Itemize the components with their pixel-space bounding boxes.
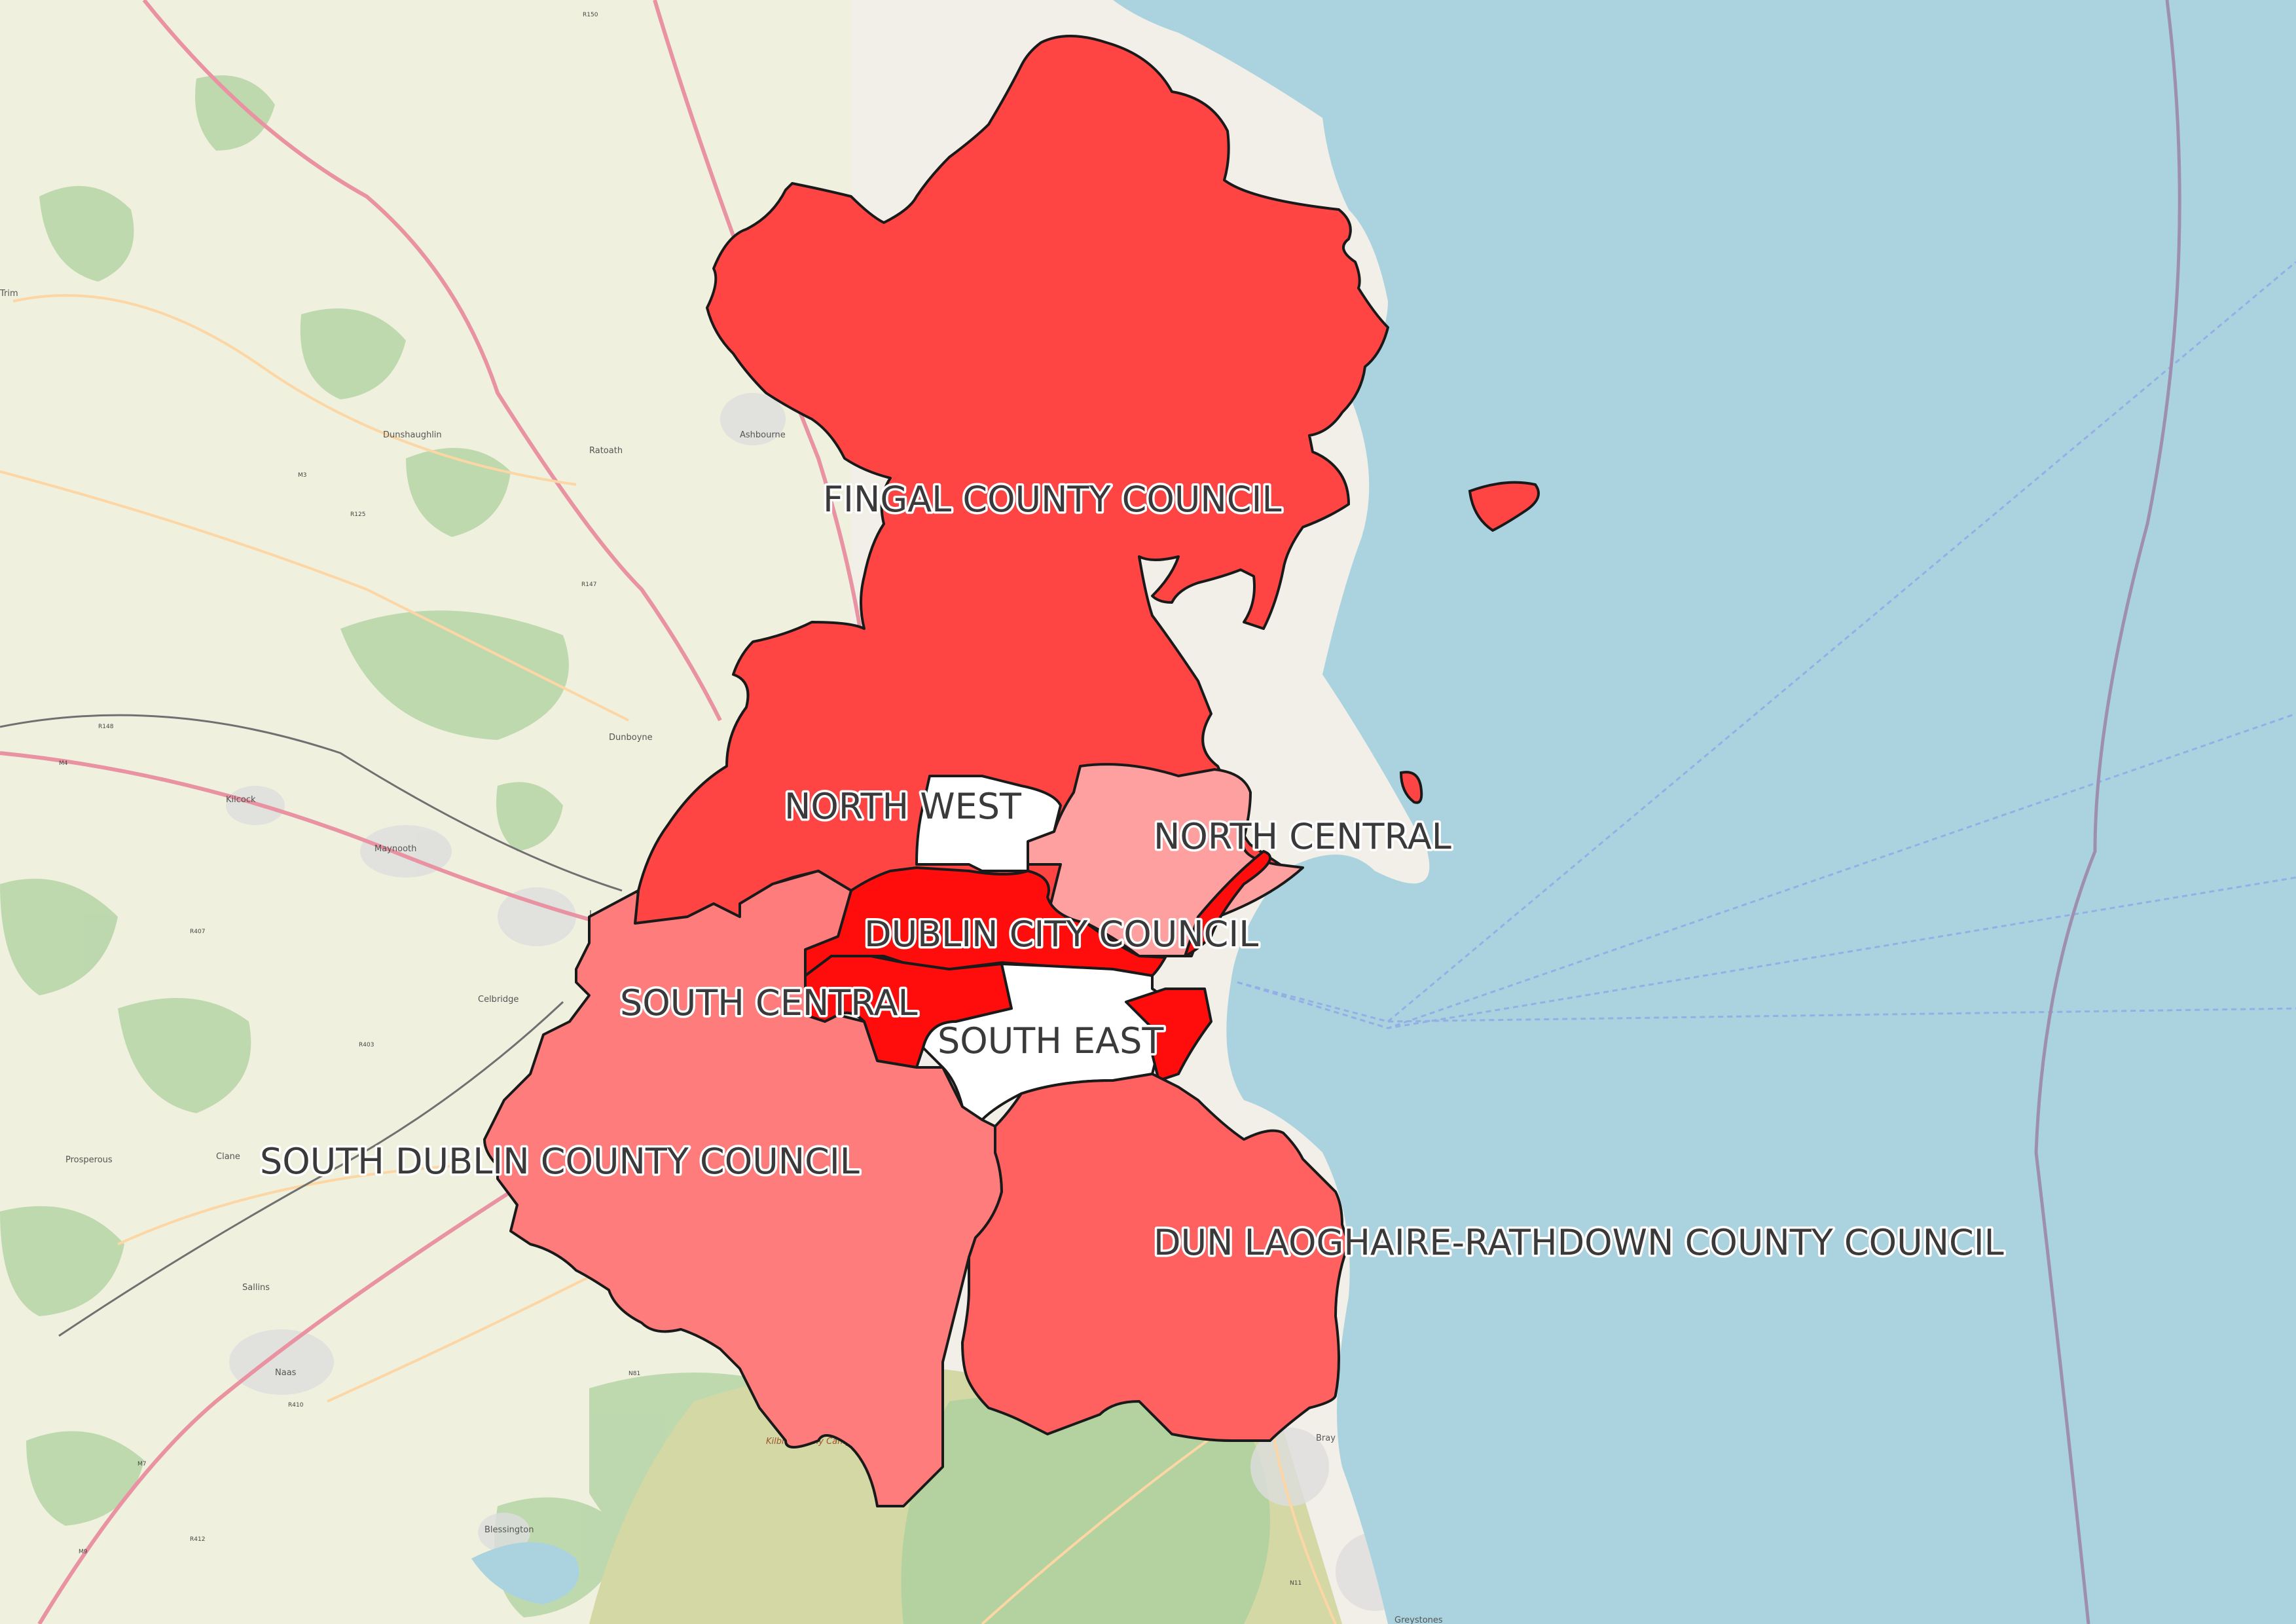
region-dublin-city[interactable] (804, 866, 1167, 977)
regions-layer (483, 35, 1389, 1507)
label-fingal: FINGAL COUNTY COUNCIL (823, 479, 1282, 520)
road-ref-n11: N11 (1290, 1580, 1302, 1587)
place-celbridge: Celbridge (478, 995, 519, 1005)
wicklow-forest (901, 1395, 1270, 1624)
road-ref-r412: R412 (190, 1536, 205, 1543)
place-ratoath: Ratoath (589, 446, 623, 456)
road-ref-r148: R148 (98, 724, 114, 730)
label-dublin-city: DUBLIN CITY COUNCIL (864, 913, 1258, 955)
place-trim: Trim (0, 289, 18, 299)
road-ref-m9: M9 (79, 1549, 88, 1555)
road-ref-m7: M7 (137, 1461, 147, 1467)
road-ref-r407: R407 (190, 929, 205, 935)
railways (0, 714, 623, 1337)
place-dunboyne: Dunboyne (609, 733, 653, 743)
region-dun-laoghaire[interactable] (961, 1073, 1350, 1442)
region-labels: FINGAL COUNTY COUNCIL NORTH WEST NORTH C… (258, 477, 2007, 1266)
place-bray: Bray (1316, 1433, 1336, 1443)
label-south-central: SOUTH CENTRAL (620, 982, 918, 1024)
blessington-lakes (471, 1542, 579, 1604)
place-sallins: Sallins (242, 1283, 270, 1293)
road-ref-r150: R150 (583, 12, 598, 18)
road-ref-r125: R125 (350, 511, 365, 518)
label-north-west: NORTH WEST (784, 786, 1022, 827)
road-ref-m3: M3 (298, 472, 307, 479)
maritime-boundary (2034, 0, 2181, 1624)
place-kilcock: Kilcock (226, 795, 256, 805)
region-dublin-city-coast[interactable] (1184, 850, 1271, 957)
place-greystones: Greystones (1394, 1615, 1443, 1624)
label-north-central: NORTH CENTRAL (1154, 816, 1451, 857)
road-ref-m4: M4 (59, 760, 68, 767)
place-clane: Clane (216, 1152, 240, 1162)
place-naas: Naas (275, 1368, 297, 1378)
road-ref-n81: N81 (629, 1371, 640, 1377)
place-prosperous: Prosperous (65, 1155, 113, 1165)
bull-island-stub (1399, 771, 1423, 804)
label-dun-laoghaire: DUN LAOGHAIRE-RATHDOWN COUNTY COUNCIL (1154, 1222, 2004, 1263)
motorways (0, 0, 866, 1624)
place-blessington: Blessington (484, 1525, 534, 1535)
label-south-east: SOUTH EAST (938, 1020, 1164, 1061)
irish-sea (1113, 0, 2296, 1624)
place-maynooth: Maynooth (374, 844, 416, 854)
label-south-dublin: SOUTH DUBLIN COUNTY COUNCIL (260, 1141, 860, 1182)
road-ref-r410: R410 (288, 1402, 304, 1409)
region-north-central[interactable] (1027, 763, 1304, 958)
place-dunshaughlin: Dunshaughlin (383, 430, 442, 440)
road-ref-r403: R403 (359, 1042, 374, 1048)
road-ref-r147: R147 (581, 581, 596, 588)
place-ashbourne: Ashbourne (740, 430, 786, 440)
shipping-lanes (1237, 261, 2296, 1029)
ireland-eye-island (1468, 481, 1540, 532)
